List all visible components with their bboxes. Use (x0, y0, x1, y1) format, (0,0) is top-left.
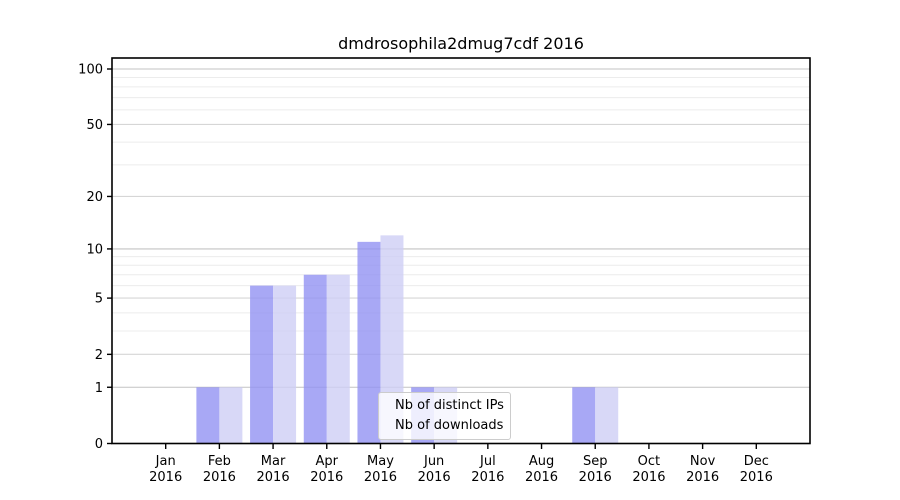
legend-entry-distinct-ips: Nb of distinct IPs (386, 398, 504, 413)
legend-label-distinct-ips: Nb of distinct IPs (395, 398, 504, 413)
y-tick-label: 5 (95, 292, 103, 307)
y-tick-label: 10 (86, 242, 103, 257)
x-tick-label-year: 2016 (686, 470, 719, 485)
x-tick-label-year: 2016 (418, 470, 451, 485)
bar-ips-may (357, 241, 381, 444)
legend: Nb of distinct IPs Nb of downloads (378, 392, 511, 440)
y-tick-label: 100 (78, 63, 103, 78)
x-tick-label-month: Nov (690, 454, 716, 469)
x-tick-label-month: Oct (638, 454, 660, 469)
y-tick-label: 0 (95, 437, 103, 452)
x-tick-label-year: 2016 (632, 470, 665, 485)
x-tick-label-month: Jun (423, 454, 444, 469)
x-tick-label-year: 2016 (364, 470, 397, 485)
legend-label-downloads: Nb of downloads (395, 418, 504, 433)
x-tick-label-month: May (367, 454, 394, 469)
bar-ips-mar (250, 285, 274, 444)
y-tick-label: 2 (95, 348, 103, 363)
x-tick-label-month: Feb (208, 454, 231, 469)
x-tick-label-month: Mar (261, 454, 286, 469)
x-tick-label-month: Dec (744, 454, 769, 469)
bar-downloads-mar (273, 285, 297, 444)
x-tick-label-month: Apr (316, 454, 339, 469)
x-tick-label-year: 2016 (525, 470, 558, 485)
chart-title: dmdrosophila2dmug7cdf 2016 (338, 34, 584, 53)
x-tick-label-year: 2016 (310, 470, 343, 485)
bar-ips-apr (303, 274, 327, 444)
x-tick-label-month: Jan (155, 454, 176, 469)
x-tick-label-month: Sep (583, 454, 608, 469)
x-tick-label-month: Jul (479, 454, 496, 469)
bar-downloads-sep (595, 387, 619, 444)
bar-downloads-may (380, 235, 404, 444)
x-tick-label-month: Aug (529, 454, 554, 469)
y-tick-label: 50 (86, 118, 103, 133)
y-tick-label: 20 (86, 190, 103, 205)
x-tick-label-year: 2016 (579, 470, 612, 485)
plot-border (111, 57, 811, 445)
x-tick-label-year: 2016 (257, 470, 290, 485)
y-tick-label: 1 (95, 381, 103, 396)
bar-ips-sep (572, 387, 596, 444)
x-tick-label-year: 2016 (149, 470, 182, 485)
x-tick-label-year: 2016 (740, 470, 773, 485)
bar-downloads-feb (219, 387, 243, 444)
bar-ips-feb (196, 387, 220, 444)
legend-entry-downloads: Nb of downloads (386, 418, 504, 433)
x-tick-label-year: 2016 (203, 470, 236, 485)
x-tick-label-year: 2016 (471, 470, 504, 485)
bar-downloads-apr (326, 274, 350, 444)
